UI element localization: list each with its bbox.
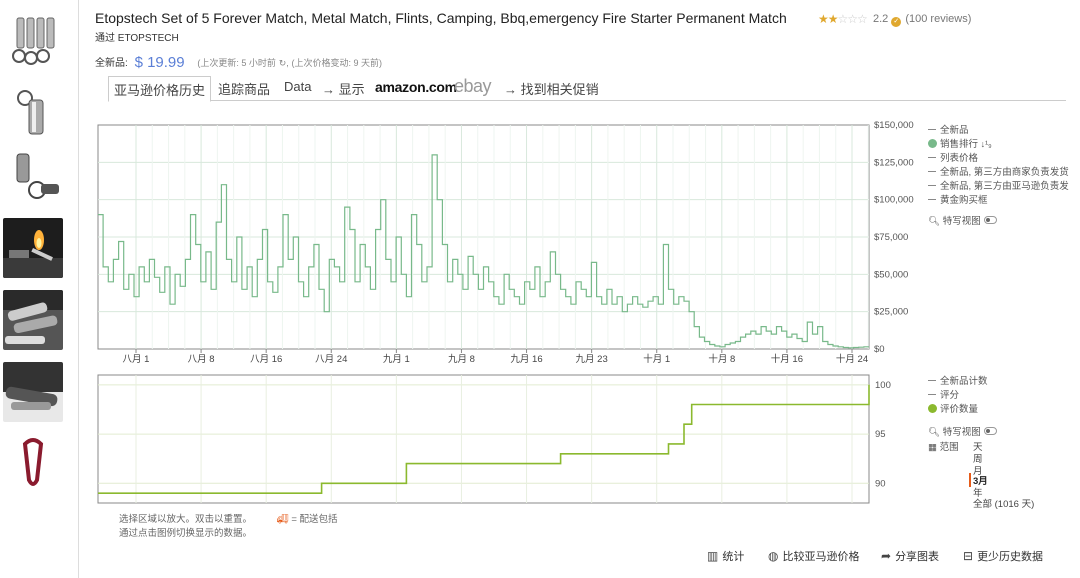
thumbnail-metal-matches[interactable] — [3, 290, 63, 350]
thumbnail-flint-close[interactable] — [3, 362, 63, 422]
stats-button[interactable]: ▥ 统计 — [707, 549, 745, 563]
tab-price-history[interactable]: 亚马逊价格历史 — [108, 76, 212, 102]
share-icon: ➦ — [881, 549, 892, 563]
tab-track-product[interactable]: 追踪商品 — [218, 82, 271, 97]
rank-y-tick: $75,000 — [874, 232, 908, 243]
thumbnail-single-match[interactable] — [3, 80, 63, 140]
rank-x-tick: 十月 24 — [836, 353, 868, 365]
rank-y-tick: $100,000 — [874, 195, 914, 206]
range-3month[interactable]: 3月 — [969, 473, 988, 487]
rank-x-tick: 十月 1 — [643, 353, 670, 365]
price-row: 全新品: $ 19.99 (上次更新: 5 小时前 ↻, (上次价格变动: 9 … — [95, 54, 382, 71]
review-y-tick: 95 — [875, 429, 886, 440]
star-empty-icon: ☆☆☆ — [837, 12, 868, 26]
rank-x-tick: 九月 1 — [383, 353, 410, 365]
product-title: Etopstech Set of 5 Forever Match, Metal … — [95, 10, 787, 26]
tab-find-deals[interactable]: → 找到相关促销 — [504, 82, 599, 97]
review-plot-frame — [97, 374, 870, 504]
tab-data[interactable]: Data — [284, 79, 312, 94]
rank-y-tick: $25,000 — [874, 307, 908, 318]
tab-show: → 显示 — [322, 82, 365, 97]
ebay-logo-link[interactable]: ebay — [454, 76, 492, 96]
legend-list-price[interactable]: 列表价格 — [928, 150, 978, 164]
truck-icon: 🚚︎ — [276, 514, 289, 525]
legend-sales-rank[interactable]: 销售排行 ↓¹₉ — [928, 136, 992, 150]
review-dot-icon — [928, 404, 937, 413]
thumbnail-carabiner[interactable] — [3, 432, 63, 492]
help-line-2: 通过点击图例切换显示的数据。 — [119, 528, 253, 539]
rank-x-tick: 八月 8 — [188, 354, 215, 365]
tab-bar: 亚马逊价格历史 追踪商品 Data → 显示 amazon.com ebay →… — [108, 76, 1066, 102]
range-year[interactable]: 年 — [973, 488, 983, 499]
help-line-1: 选择区域以放大。双击以重置。 🚚︎ = 配送包括 — [119, 514, 338, 525]
magnifier-icon: 🔍︎ — [928, 216, 941, 227]
current-price: $ 19.99 — [134, 54, 185, 71]
legend-new[interactable]: 全新品 — [928, 122, 969, 136]
calendar-icon: ▦ — [928, 442, 937, 453]
rank-x-tick: 八月 1 — [123, 354, 150, 365]
legend-buybox[interactable]: 黄金购买框 — [928, 192, 988, 206]
thumbnail-strip — [0, 0, 79, 578]
range-label: ▦ 范围 — [928, 442, 959, 453]
sales-rank-series-line — [98, 154, 869, 349]
bar-chart-icon: ▥ — [707, 549, 719, 563]
range-week[interactable]: 周 — [973, 454, 983, 465]
rating-summary: 2.2 ✓ (100 reviews) — [873, 13, 971, 27]
review-y-tick: 100 — [875, 380, 891, 391]
rating-stars: ★★☆☆☆ — [818, 12, 868, 26]
sort-icon[interactable]: ↓¹₉ — [980, 139, 992, 149]
closeup-toggle-top[interactable]: 🔍︎ 特写视图 — [928, 213, 997, 227]
rank-x-tick: 八月 24 — [315, 354, 347, 365]
review-count[interactable]: (100 reviews) — [905, 13, 972, 25]
rank-y-tick: $50,000 — [874, 269, 908, 280]
less-history-button[interactable]: ⊟ 更少历史数据 — [963, 549, 1044, 563]
last-price-change: (上次价格变动: 9 天前) — [291, 58, 383, 68]
toggle-icon — [983, 216, 997, 224]
range-all[interactable]: 全部 (1016 天) — [973, 499, 1035, 510]
globe-icon: ◍ — [768, 549, 779, 563]
thumbnail-match-keychain[interactable] — [3, 148, 63, 208]
rating-value: 2.2 — [873, 13, 889, 25]
last-update: (上次更新: 5 小时前 — [197, 58, 276, 68]
rank-x-tick: 十月 16 — [771, 353, 803, 365]
rank-x-tick: 八月 16 — [250, 354, 282, 365]
rank-y-tick: $125,000 — [874, 157, 914, 168]
amazon-logo-link[interactable]: amazon.com — [375, 79, 457, 95]
rank-y-tick: $150,000 — [874, 120, 914, 131]
legend-review-count[interactable]: 评价数量 — [928, 401, 978, 415]
sales-rank-dot-icon — [928, 139, 937, 148]
thumbnail-flame[interactable] — [3, 218, 63, 278]
review-count-series-line — [98, 384, 870, 494]
compare-prices-button[interactable]: ◍ 比较亚马逊价格 — [768, 549, 860, 563]
rank-x-tick: 九月 23 — [576, 353, 608, 365]
review-y-tick: 90 — [875, 478, 886, 489]
rating-info-icon[interactable]: ✓ — [891, 17, 902, 27]
refresh-icon[interactable]: ↻, — [278, 58, 289, 68]
price-label: 全新品: — [95, 58, 128, 69]
closeup-toggle-bottom[interactable]: 🔍︎ 特写视图 — [928, 424, 997, 438]
star-icon: ★★ — [818, 12, 838, 26]
legend-3p-fba[interactable]: 全新品, 第三方由亚马逊负责发 — [928, 178, 1069, 192]
rank-x-tick: 九月 16 — [510, 353, 542, 365]
minus-box-icon: ⊟ — [963, 549, 974, 563]
magnifier-icon: 🔍︎ — [928, 427, 941, 438]
legend-rating[interactable]: 评分 — [928, 387, 959, 401]
seller-byline: 通过 ETOPSTECH — [95, 33, 179, 44]
legend-new-count[interactable]: 全新品计数 — [928, 373, 988, 387]
review-count-chart[interactable]: 100 95 90 — [97, 374, 891, 504]
sales-rank-chart[interactable]: $150,000 $125,000 $100,000 $75,000 $50,000 $2… — [97, 120, 914, 365]
toggle-icon — [983, 427, 997, 435]
rank-x-tick: 九月 8 — [448, 353, 475, 365]
legend-3p-merchant[interactable]: 全新品, 第三方由商家负责发货 — [928, 164, 1069, 178]
thumbnail-keychain-set[interactable] — [3, 12, 63, 72]
rank-x-tick: 十月 8 — [708, 353, 735, 365]
range-month[interactable]: 月 — [973, 466, 983, 477]
range-day[interactable]: 天 — [973, 442, 983, 453]
rank-y-tick: $0 — [874, 344, 885, 355]
share-chart-button[interactable]: ➦ 分享图表 — [881, 549, 940, 563]
